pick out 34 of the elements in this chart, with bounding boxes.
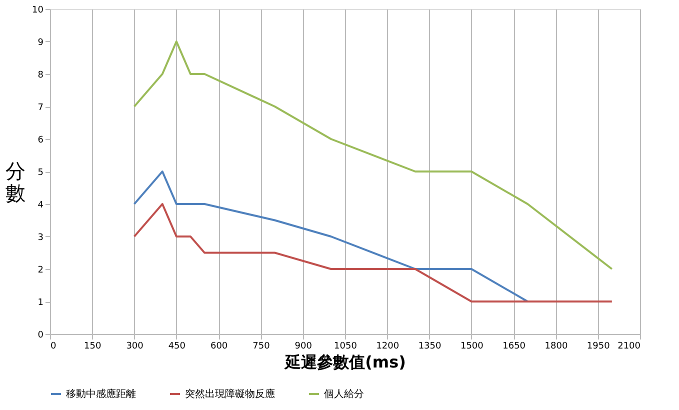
line-series [133,40,613,270]
x-axis-title: 延遲參數值(ms) [284,352,406,372]
x-tick-label: 900 [294,342,312,352]
y-tick-label: 10 [32,6,44,16]
y-axis-title: 分數 [6,159,26,205]
x-tick-label: 750 [252,342,270,352]
y-tick-label: 3 [38,233,44,243]
x-tick-label: 1650 [502,342,526,352]
x-tick-label: 2100 [618,342,641,352]
y-tick-label: 7 [38,103,44,113]
x-tick-label: 1350 [418,342,442,352]
y-tick-label: 2 [38,266,44,276]
y-tick-label: 1 [38,298,44,308]
x-tick-label: 1800 [544,342,568,352]
y-tick-label: 5 [38,168,44,178]
x-tick-label: 150 [84,342,102,352]
y-tick-label: 8 [38,70,44,80]
legend-label: 移動中感應距離 [66,388,136,400]
x-tick-label: 1050 [334,342,358,352]
legend-label: 個人給分 [324,388,364,400]
x-tick-label: 300 [126,342,144,352]
x-tick-label: 1950 [586,342,610,352]
y-tick-label: 9 [38,38,44,48]
x-tick-label: 0 [50,342,56,352]
y-tick-label: 4 [38,200,44,210]
x-tick-label: 1200 [376,342,400,352]
x-tick-label: 450 [168,342,186,352]
y-tick-label: 0 [38,330,44,340]
y-tick-label: 6 [38,136,44,146]
legend-label: 突然出現障礙物反應 [185,388,275,400]
line-series [133,203,613,302]
x-tick-label: 600 [210,342,228,352]
line-series [133,170,529,302]
x-tick-label: 1500 [460,342,484,352]
